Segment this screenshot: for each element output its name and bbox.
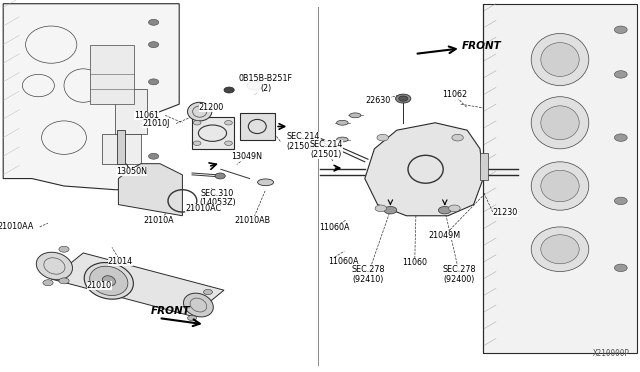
Bar [115, 89, 147, 134]
Circle shape [614, 134, 627, 141]
Text: 13050N: 13050N [116, 167, 147, 176]
Text: 22630: 22630 [365, 96, 391, 105]
Circle shape [438, 206, 451, 214]
Text: 21200: 21200 [198, 103, 224, 112]
Circle shape [43, 280, 53, 286]
Circle shape [148, 79, 159, 85]
Ellipse shape [531, 33, 589, 86]
Text: 21010AC: 21010AC [186, 204, 221, 213]
Circle shape [225, 121, 232, 125]
Text: SEC.214
(21501): SEC.214 (21501) [310, 140, 343, 159]
Bar [480, 153, 488, 180]
Text: 11060: 11060 [402, 258, 428, 267]
Circle shape [59, 246, 69, 252]
Polygon shape [118, 164, 182, 216]
Circle shape [614, 264, 627, 272]
Text: 21010AB: 21010AB [235, 216, 271, 225]
Circle shape [59, 278, 69, 284]
Text: FRONT: FRONT [150, 306, 190, 316]
Text: SEC.278
(92400): SEC.278 (92400) [443, 265, 476, 284]
Bar [90, 45, 134, 104]
Text: 21010J: 21010J [142, 119, 170, 128]
Ellipse shape [36, 252, 72, 280]
Text: 21010: 21010 [86, 281, 112, 290]
Text: 11060A: 11060A [328, 257, 359, 266]
Circle shape [204, 289, 212, 295]
Circle shape [614, 197, 627, 205]
Ellipse shape [84, 263, 133, 299]
Circle shape [225, 141, 232, 145]
Text: 11060A: 11060A [319, 223, 349, 232]
Text: 11061: 11061 [134, 111, 159, 120]
Circle shape [148, 19, 159, 25]
Ellipse shape [541, 106, 579, 140]
Text: 21010A: 21010A [143, 216, 174, 225]
Ellipse shape [541, 235, 579, 264]
Text: 21010AA: 21010AA [0, 222, 33, 231]
Polygon shape [365, 123, 483, 216]
Ellipse shape [531, 162, 589, 210]
Text: SEC.214
(21503): SEC.214 (21503) [287, 132, 320, 151]
Ellipse shape [257, 179, 274, 186]
Ellipse shape [184, 293, 213, 317]
Ellipse shape [188, 102, 212, 121]
Circle shape [614, 26, 627, 33]
Circle shape [449, 205, 460, 212]
Polygon shape [483, 4, 637, 353]
Ellipse shape [541, 170, 579, 202]
Text: 11062: 11062 [442, 90, 467, 99]
Ellipse shape [349, 113, 361, 118]
Ellipse shape [90, 266, 128, 295]
Text: SEC.310
(14053Z): SEC.310 (14053Z) [199, 189, 236, 207]
Circle shape [247, 81, 262, 90]
Polygon shape [51, 253, 224, 316]
Circle shape [614, 71, 627, 78]
Circle shape [193, 141, 201, 145]
Text: 21049M: 21049M [429, 231, 461, 240]
Circle shape [193, 121, 201, 125]
Polygon shape [3, 4, 179, 190]
Circle shape [396, 94, 411, 103]
Ellipse shape [337, 137, 348, 142]
Circle shape [375, 205, 387, 212]
Text: 21014: 21014 [108, 257, 133, 266]
Circle shape [384, 206, 397, 214]
Circle shape [148, 42, 159, 48]
Text: FRONT: FRONT [462, 41, 502, 51]
Ellipse shape [541, 43, 579, 77]
Ellipse shape [337, 120, 348, 125]
Text: 13049N: 13049N [231, 153, 262, 161]
Bar [102, 134, 141, 164]
Circle shape [399, 96, 408, 101]
Text: 21230: 21230 [493, 208, 518, 217]
Circle shape [148, 116, 159, 122]
Circle shape [215, 173, 225, 179]
Text: X210000P: X210000P [593, 349, 630, 358]
Circle shape [224, 87, 234, 93]
Circle shape [452, 134, 463, 141]
Ellipse shape [102, 276, 115, 286]
Ellipse shape [531, 227, 589, 272]
Bar [240, 113, 275, 140]
Ellipse shape [531, 97, 589, 149]
Bar [192, 117, 234, 149]
Circle shape [148, 153, 159, 159]
Circle shape [377, 134, 388, 141]
Text: 0B15B-B251F
(2): 0B15B-B251F (2) [239, 74, 292, 93]
Circle shape [188, 315, 196, 321]
Text: SEC.278
(92410): SEC.278 (92410) [351, 265, 385, 284]
Bar [117, 130, 125, 164]
